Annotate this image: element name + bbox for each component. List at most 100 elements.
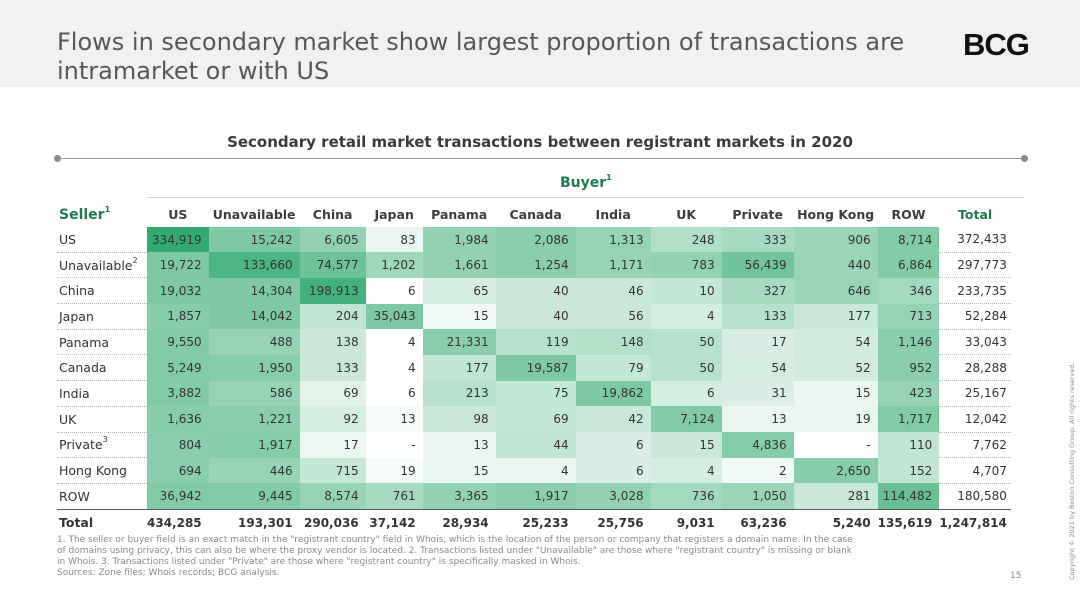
table-cell: 8,714 <box>877 227 940 253</box>
table-cell: 333 <box>721 227 794 253</box>
chart-title: Secondary retail market transactions bet… <box>227 133 853 151</box>
column-total-cell: 25,756 <box>575 508 651 536</box>
table-cell: 4 <box>495 457 576 484</box>
table-cell: 21,331 <box>422 329 496 355</box>
table-cell: 138 <box>299 329 366 355</box>
table-cell: 69 <box>495 406 576 432</box>
table-cell: 19,032 <box>147 277 209 304</box>
column-header: Unavailable <box>212 207 296 222</box>
row-label-text: Panama <box>59 334 110 350</box>
table-cell: 1,313 <box>575 227 651 253</box>
table-cell: 9,550 <box>147 329 209 355</box>
table-row: India 3,882 586 69 6 213 75 19,862 6 31 15 423 25,16… <box>57 380 1011 407</box>
table-cell: 3,882 <box>147 380 209 407</box>
table-cell: 10 <box>650 277 722 304</box>
table-cell: 110 <box>877 432 940 458</box>
row-label-text: Japan <box>59 308 94 324</box>
table-row: China 19,032 14,304 198,913 6 65 40 46 10 327 646 3… <box>57 277 1011 305</box>
column-total-cell: 5,240 <box>793 508 878 536</box>
table-cell: 586 <box>208 380 300 407</box>
table-cell: 4,836 <box>721 432 794 458</box>
table-cell: 13 <box>721 406 794 432</box>
table-cell: 119 <box>495 329 576 355</box>
table-cell: 46 <box>575 277 651 304</box>
table-cell: 213 <box>422 380 496 407</box>
table-cell: 133 <box>299 354 366 381</box>
table-cell: 14,042 <box>208 303 300 330</box>
table-row: Canada 5,249 1,950 133 4 177 19,587 79 50 54 52 952… <box>57 354 1011 382</box>
copyright-text: Copyright © 2021 by Boston Consulting Gr… <box>1068 362 1076 580</box>
row-total-cell: 180,580 <box>939 483 1011 510</box>
table-cell: 440 <box>793 252 878 278</box>
table-cell: 6,605 <box>299 227 366 253</box>
table-cell: 281 <box>793 483 878 510</box>
row-label-text: India <box>59 385 90 401</box>
column-header: Japan <box>374 207 414 222</box>
table-cell: 65 <box>422 277 496 304</box>
table-cell: 6 <box>365 380 423 407</box>
table-cell: 40 <box>495 303 576 330</box>
column-total-cell: 63,236 <box>721 508 794 536</box>
sources-text: Sources: Zone files; Whois records; BCG … <box>57 568 280 578</box>
table-cell: 804 <box>147 432 209 458</box>
table-cell: 198,913 <box>299 277 366 304</box>
table-cell: 6 <box>365 277 423 304</box>
table-cell: 1,146 <box>877 329 940 355</box>
column-total-cell: 25,233 <box>495 508 576 536</box>
table-cell: 1,221 <box>208 406 300 432</box>
column-total-cell: 28,934 <box>422 508 496 536</box>
table-cell: 177 <box>422 354 496 381</box>
table-row: Hong Kong 694 446 715 19 15 4 6 4 2 2,650 152 4,707 <box>57 457 1011 484</box>
row-label: Panama <box>57 329 147 356</box>
table-cell: 4 <box>365 354 423 381</box>
table-cell: 14,304 <box>208 277 300 304</box>
table-cell: 2,650 <box>793 457 878 484</box>
table-cell: 9,445 <box>208 483 300 510</box>
seller-label-text: Seller <box>59 206 105 223</box>
table-cell: 17 <box>299 432 366 458</box>
table-cell: 1,950 <box>208 354 300 381</box>
column-header: UK <box>676 207 697 222</box>
row-label: ROW <box>57 483 147 510</box>
row-footnote-mark: 3 <box>102 435 108 445</box>
table-cell: 13 <box>422 432 496 458</box>
table-cell: 694 <box>147 457 209 484</box>
table-cell: 19,722 <box>147 252 209 278</box>
row-label: Canada <box>57 354 147 382</box>
table-row: US 334,919 15,242 6,605 83 1,984 2,086 1,313 248… <box>57 227 1011 253</box>
table-cell: 4 <box>650 457 722 484</box>
table-cell: 152 <box>877 457 940 484</box>
row-label-text: Private <box>59 437 103 453</box>
table-cell: 133,660 <box>208 252 300 278</box>
table-cell: 40 <box>495 277 576 304</box>
column-total-cell: 9,031 <box>650 508 722 536</box>
table-cell: 35,043 <box>365 303 423 330</box>
row-total-cell: 7,762 <box>939 432 1011 459</box>
table-cell: 54 <box>721 354 794 381</box>
table-body: US 334,919 15,242 6,605 83 1,984 2,086 1,313 248… <box>57 227 1011 536</box>
row-label-text: US <box>59 231 77 247</box>
row-label-text: Canada <box>59 360 107 376</box>
column-header: US <box>168 207 188 222</box>
buyer-underline <box>147 197 1024 198</box>
table-cell: 8,574 <box>299 483 366 510</box>
table-cell: 69 <box>299 380 366 407</box>
table-cell: 906 <box>793 227 878 253</box>
column-header: Private <box>732 207 783 222</box>
table-cell: 1,202 <box>365 252 423 278</box>
table-cell: 114,482 <box>877 483 940 510</box>
table-cell: 19,862 <box>575 380 651 407</box>
page-title: Flows in secondary market show largest p… <box>57 28 905 85</box>
row-label-text: ROW <box>59 488 90 504</box>
column-total-cell: 37,142 <box>365 508 423 536</box>
row-label: Private3 <box>57 432 147 459</box>
totals-label: Total <box>57 508 147 536</box>
table-cell: 50 <box>650 354 722 381</box>
row-label-text: Hong Kong <box>59 463 127 479</box>
table-cell: 50 <box>650 329 722 355</box>
table-cell: 177 <box>793 303 878 330</box>
table-header-row: Seller1 US Unavailable China Japan Panama Can… <box>57 202 1011 227</box>
column-header: India <box>595 207 631 222</box>
table-row: Private3 804 1,917 17-13 44 6 15 4,836-110 7,762 <box>57 432 1011 459</box>
table-cell: 74,577 <box>299 252 366 278</box>
